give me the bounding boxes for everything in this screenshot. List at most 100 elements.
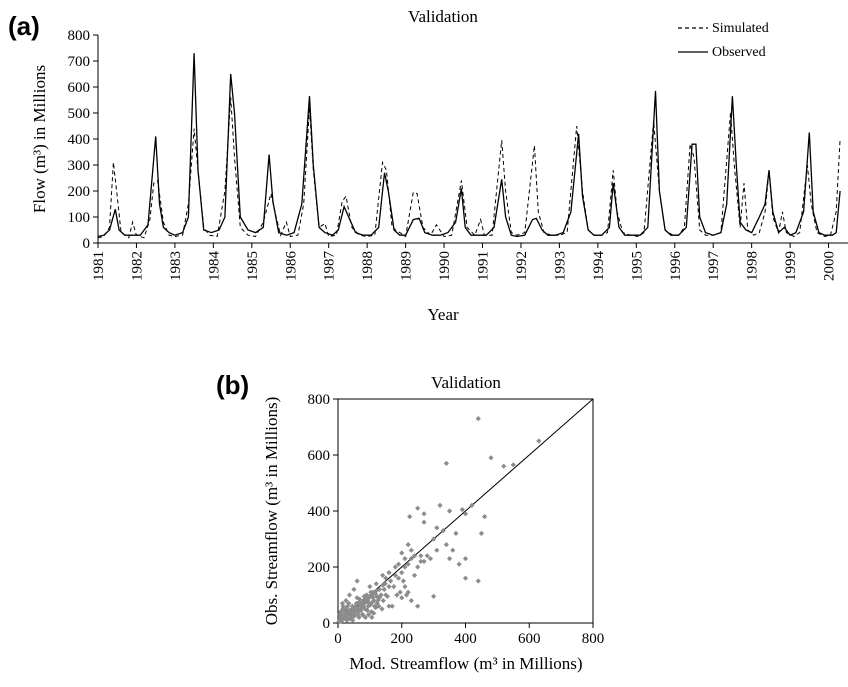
scatter-point: [411, 572, 418, 578]
x-tick-label: 1997: [706, 251, 722, 282]
scatter-point: [415, 505, 421, 511]
scatter-point: [337, 609, 344, 615]
legend-observed-label: Observed: [712, 45, 766, 60]
timeseries-y-label: Flow (m³) in Millions: [30, 65, 49, 213]
scatter-point: [358, 605, 364, 611]
scatter-point: [365, 603, 371, 609]
scatter-point: [340, 603, 346, 609]
x-tick-label: 1998: [745, 251, 761, 281]
scatter-title: Validation: [431, 373, 501, 392]
scatter-point: [373, 581, 379, 587]
scatter-point: [394, 592, 400, 598]
scatter-point: [343, 606, 349, 612]
y-tick-label: 700: [68, 54, 91, 70]
scatter-point: [361, 600, 368, 606]
scatter-point: [378, 592, 384, 598]
scatter-point: [389, 603, 395, 609]
x-tick-label: 600: [518, 631, 541, 647]
x-tick-label: 1987: [322, 251, 338, 282]
panel-b-label: (b): [216, 370, 249, 400]
scatter-point: [408, 556, 414, 562]
scatter-points: [336, 416, 542, 625]
scatter-point: [353, 607, 359, 613]
scatter-point: [350, 617, 356, 623]
scatter-point: [407, 514, 413, 520]
y-tick-label: 400: [68, 132, 91, 148]
x-tick-label: 1991: [476, 251, 492, 281]
scatter-point: [399, 550, 405, 556]
scatter-point: [418, 553, 424, 559]
x-tick-label: 1999: [783, 251, 799, 281]
scatter-point: [349, 614, 355, 620]
scatter-point: [371, 598, 377, 604]
scatter-point: [415, 603, 421, 609]
scatter-point: [356, 614, 362, 620]
scatter-point: [434, 525, 440, 531]
scatter-point: [475, 416, 481, 422]
timeseries-panel: (a) Validation Simulated Observed 0 100 20…: [8, 7, 848, 324]
scatter-point: [359, 612, 365, 618]
scatter-y-ticks: 0 200 400 600 800: [308, 392, 338, 632]
scatter-point: [362, 614, 369, 620]
scatter-point: [462, 575, 469, 581]
scatter-point: [380, 572, 386, 578]
x-tick-label: 1985: [245, 251, 261, 281]
scatter-point: [383, 575, 389, 581]
timeseries-lines: [97, 53, 841, 239]
scatter-point: [383, 592, 389, 598]
scatter-point: [352, 604, 358, 610]
scatter-point: [369, 614, 375, 620]
scatter-point: [386, 584, 392, 590]
scatter-point: [431, 536, 437, 542]
scatter-point: [380, 582, 386, 588]
scatter-point: [402, 556, 408, 562]
scatter-point: [446, 508, 453, 514]
scatter-point: [446, 556, 453, 562]
scatter-point: [364, 607, 370, 613]
scatter-point: [368, 609, 375, 615]
scatter-point: [427, 556, 434, 562]
scatter-point: [387, 578, 394, 584]
scatter-point: [371, 610, 377, 616]
scatter-point: [345, 608, 351, 614]
y-tick-label: 100: [68, 210, 91, 226]
scatter-point: [382, 581, 388, 587]
scatter-point: [421, 511, 427, 517]
x-tick-label: 2000: [822, 251, 838, 281]
scatter-point: [392, 564, 398, 570]
scatter-point: [358, 607, 364, 613]
scatter-point: [469, 502, 475, 508]
scatter-point: [354, 578, 360, 584]
scatter-point: [399, 595, 405, 601]
scatter-point: [380, 598, 386, 604]
y-tick-label: 400: [308, 504, 331, 520]
x-tick-label: 1992: [514, 251, 530, 281]
timeseries-x-label: Year: [427, 305, 459, 324]
scatter-point: [501, 463, 507, 469]
scatter-point: [402, 584, 408, 590]
x-tick-label: 1995: [629, 251, 645, 281]
scatter-point: [440, 528, 446, 534]
scatter-point: [475, 578, 481, 584]
scatter-point: [424, 553, 430, 559]
scatter-point: [355, 612, 361, 618]
scatter-point: [384, 593, 391, 599]
x-tick-label: 1996: [668, 251, 684, 282]
scatter-point: [339, 600, 346, 606]
scatter-point: [421, 558, 427, 564]
scatter-point: [395, 561, 402, 567]
scatter-point: [431, 593, 437, 599]
scatter-point: [392, 572, 398, 578]
x-tick-label: 800: [582, 631, 605, 647]
scatter-point: [403, 592, 410, 598]
x-tick-label: 1989: [399, 251, 415, 281]
scatter-point: [459, 507, 465, 513]
scatter-point: [421, 519, 427, 525]
scatter-point: [346, 600, 352, 606]
x-tick-label: 0: [334, 631, 342, 647]
timeseries-title: Validation: [408, 7, 478, 26]
scatter-point: [408, 547, 414, 553]
scatter-point: [338, 618, 345, 624]
x-tick-label: 1982: [129, 251, 145, 281]
